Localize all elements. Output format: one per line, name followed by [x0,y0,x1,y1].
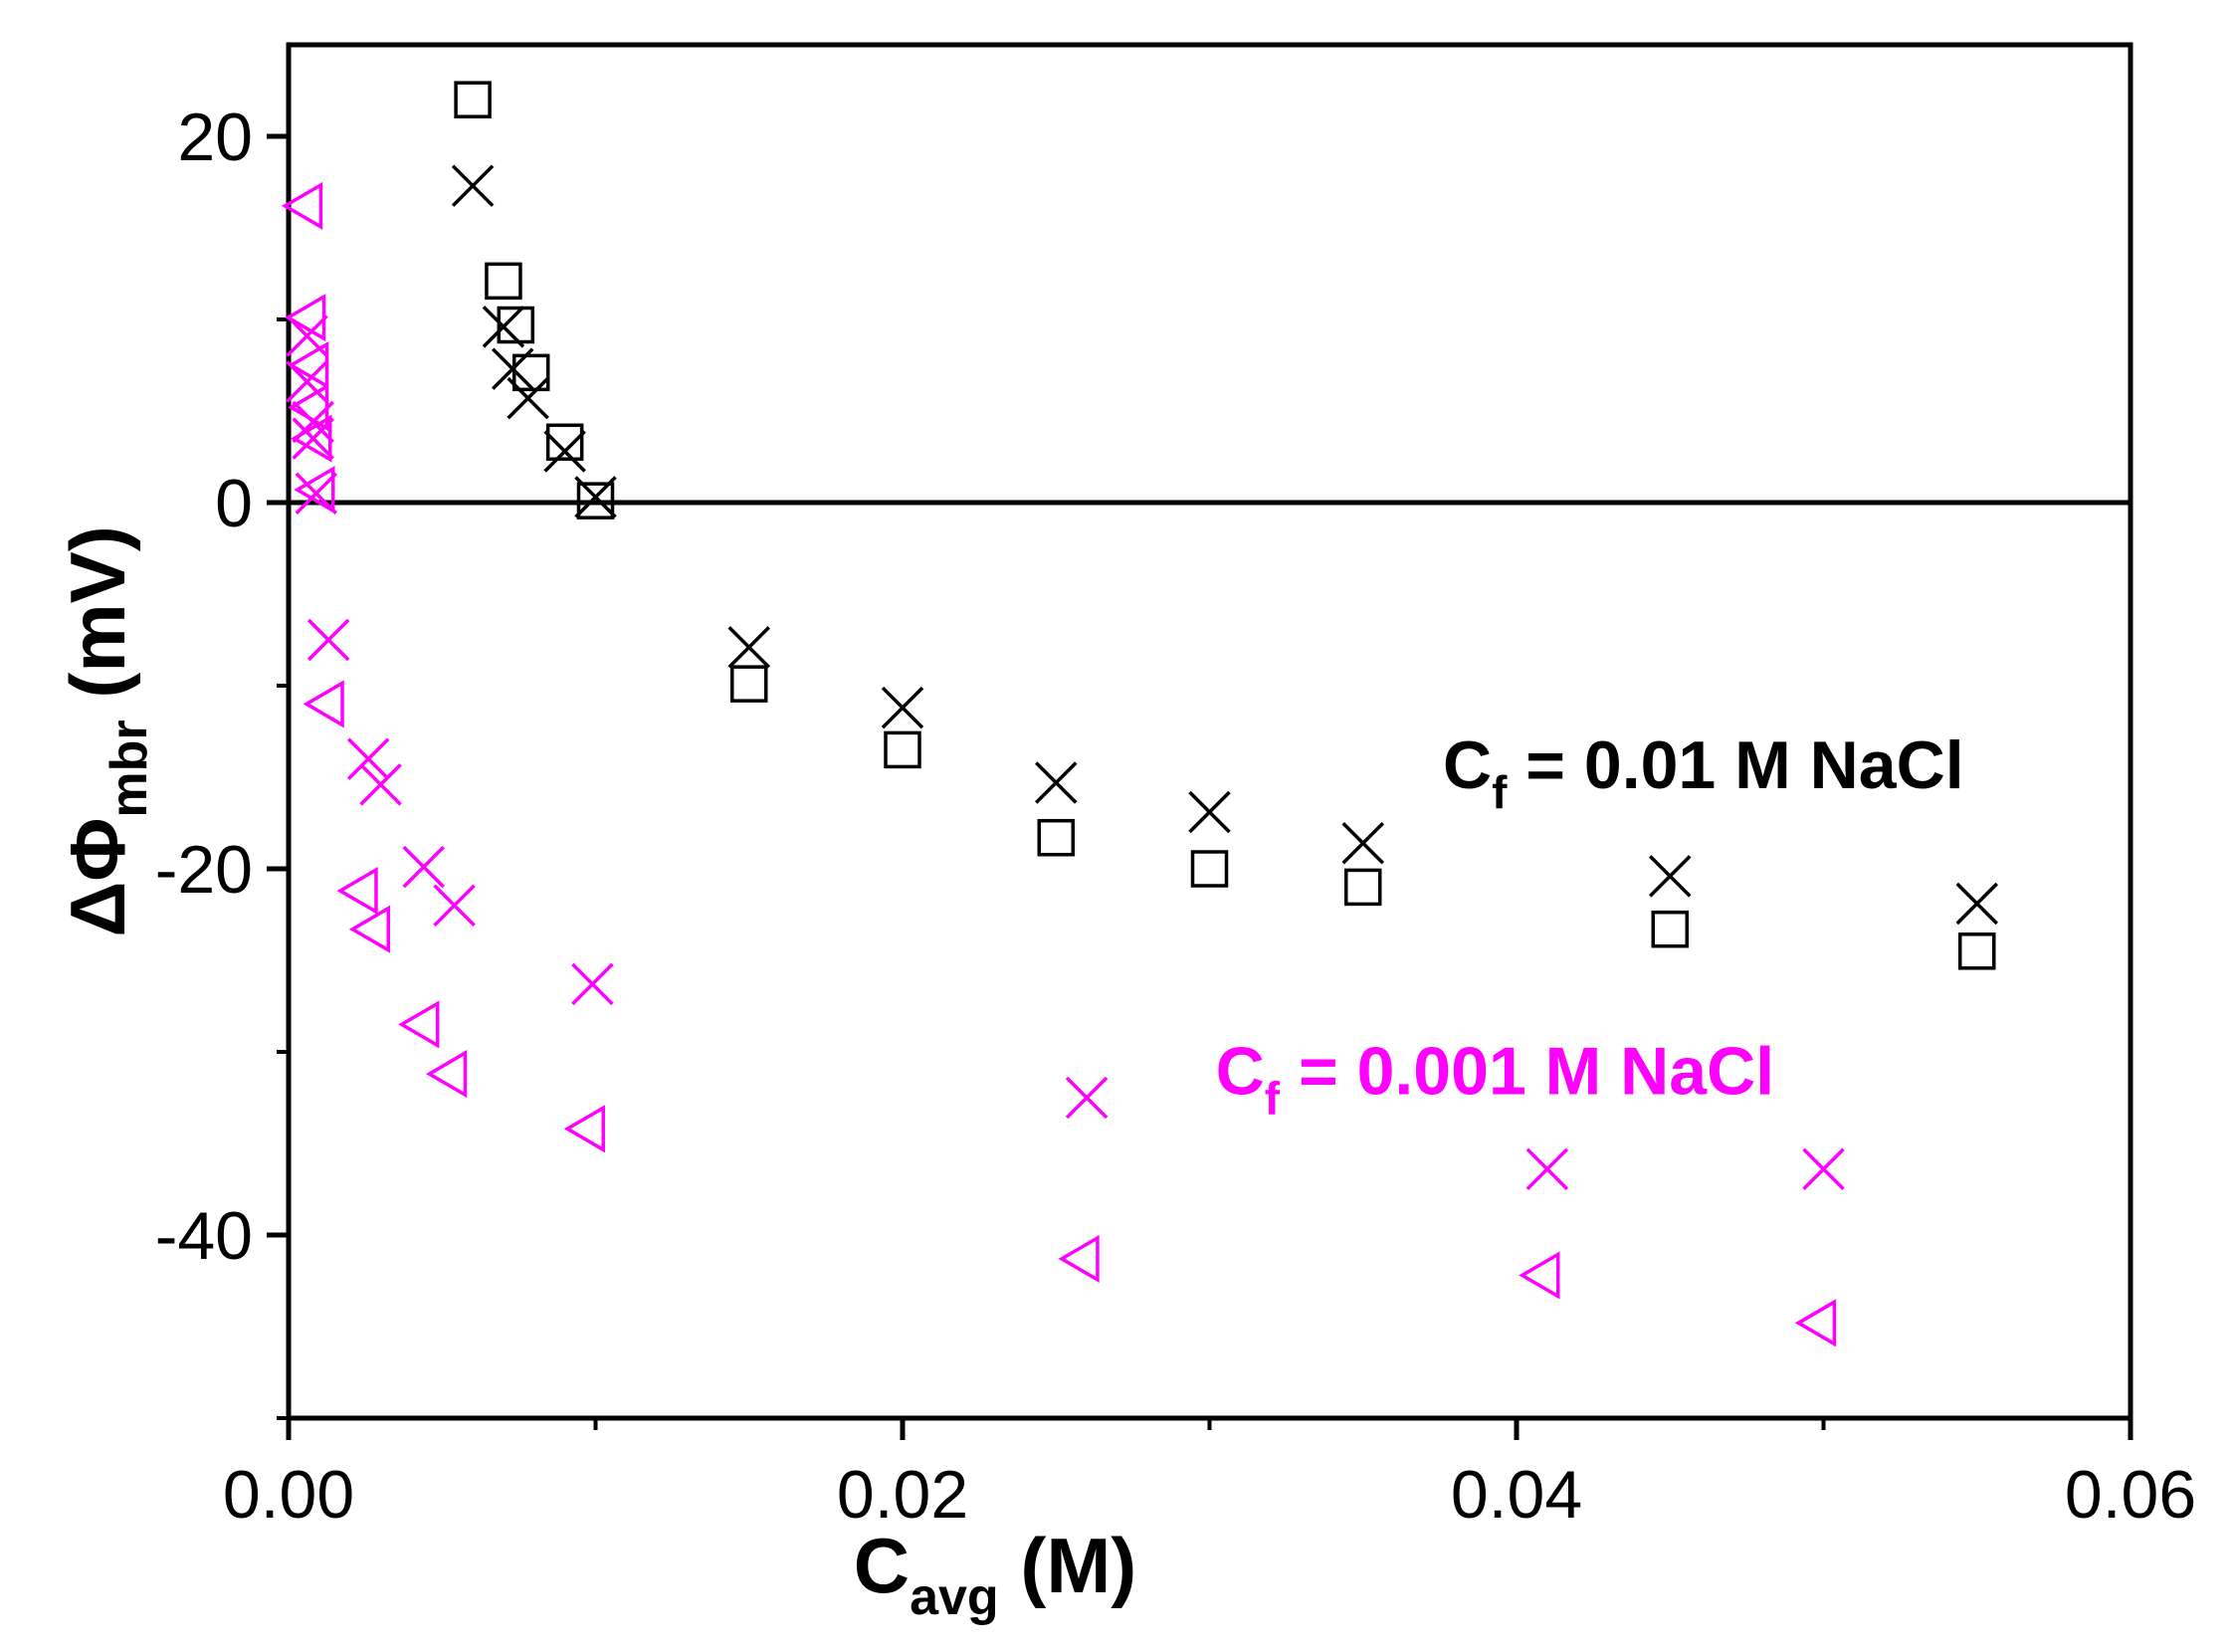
x-marker [292,417,334,460]
triangle-marker [1519,1251,1560,1300]
x-marker [295,472,338,516]
x-marker [727,626,770,669]
y-axis-ticks: -40 -20 0 20 [155,100,289,1420]
square-marker [576,482,615,519]
x-marker [433,884,476,928]
x-marker [1955,882,1998,926]
x-marker [571,962,614,1006]
triangle-marker [285,294,326,342]
data-markers [281,81,1998,1347]
square-marker [1190,850,1229,888]
annotation-main: C [1443,727,1492,803]
y-tick-label: -40 [155,1198,253,1274]
x-marker [1525,1147,1569,1190]
x-marker [306,618,350,662]
square-marker [497,306,535,344]
annotation-rest: = 0.01 M NaCl [1507,727,1963,803]
x-marker [346,737,390,780]
y-tick-label: 0 [215,466,253,541]
x-marker [574,476,617,518]
x-marker [286,314,328,357]
x-tick-label: 0.02 [837,1457,968,1533]
x-marker [402,845,445,889]
x-axis-label-main: C [854,1522,910,1609]
series-annotation: Cf = 0.001 M NaCl [1216,1033,1774,1124]
x-tick-label: 0.04 [1451,1457,1582,1533]
x-marker [1802,1147,1845,1190]
triangle-marker [336,867,378,916]
y-axis-label: ΔΦmbr (mV) [54,525,158,936]
x-marker [1065,1076,1109,1120]
x-marker [491,347,534,390]
x-marker [451,164,495,207]
triangle-marker [425,1050,468,1099]
x-marker [292,400,334,444]
annotation-main: C [1216,1033,1265,1109]
square-marker [884,730,921,769]
annotation-sub: f [1265,1072,1281,1124]
triangle-marker [281,181,323,230]
x-axis-label: Cavg (M) [854,1522,1137,1626]
triangle-marker [398,1000,440,1049]
x-marker [881,686,924,729]
series-annotation: Cf = 0.01 M NaCl [1443,727,1964,818]
square-marker [1958,932,1996,970]
square-marker [730,665,768,703]
x-marker [543,430,586,473]
y-tick-label: 20 [177,100,253,175]
y-axis-label-main: ΔΦ [54,818,141,937]
triangle-marker [1058,1234,1100,1283]
square-marker [1344,868,1382,907]
x-marker [1341,822,1384,865]
x-marker [1188,790,1231,834]
triangle-marker [303,680,344,728]
x-tick-label: 0.06 [2065,1457,2196,1533]
triangle-marker [348,905,391,953]
annotation-sub: f [1492,766,1508,818]
x-marker [1035,761,1078,804]
square-marker [454,81,492,118]
annotation-rest: = 0.001 M NaCl [1280,1033,1774,1109]
x-tick-label: 0.00 [223,1457,354,1533]
x-axis-label-unit: (M) [999,1522,1137,1609]
x-marker [1649,855,1692,898]
y-axis-label-sub: mbr [101,720,158,817]
square-marker [1651,910,1689,948]
triangle-marker [1794,1299,1837,1347]
y-tick-label: -20 [155,832,253,908]
triangle-marker [563,1105,605,1153]
x-marker [286,360,328,403]
x-axis-ticks: 0.00 0.02 0.04 0.06 [223,1418,2196,1533]
square-marker [485,262,522,301]
triangle-marker [294,466,335,515]
square-marker [1037,818,1075,857]
triangle-marker [288,340,329,390]
y-axis-label-unit: (mV) [54,525,141,720]
x-marker [482,306,525,348]
x-axis-label-sub: avg [910,1568,999,1626]
square-marker [545,423,584,462]
x-marker [359,763,402,806]
x-marker [507,376,549,420]
